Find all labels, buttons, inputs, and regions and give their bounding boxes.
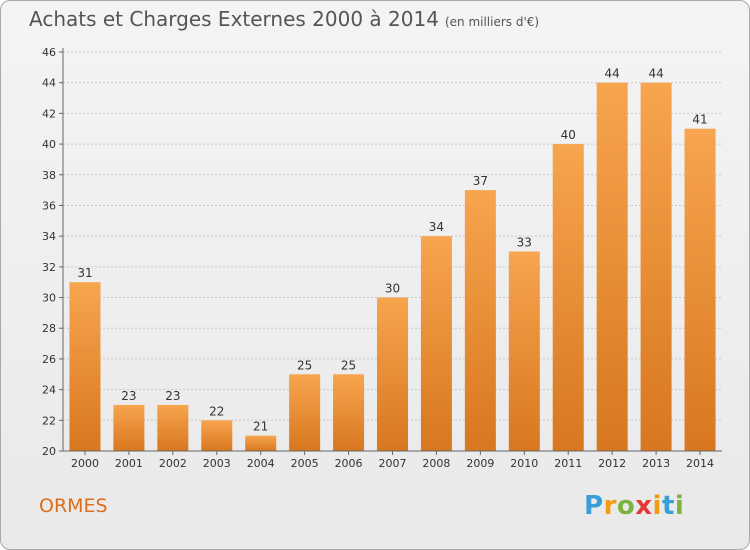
labels: 20 22 24 26 28 30 32 34 36 38 40 42 44 46 31 2000 23 2001…	[42, 46, 714, 470]
y-tick-label: 42	[42, 107, 56, 120]
x-tick-label: 2011	[554, 457, 582, 470]
y-tick-label: 38	[42, 169, 56, 182]
bar	[420, 236, 452, 451]
y-tick-label: 26	[42, 353, 56, 366]
bar	[157, 404, 189, 451]
bar-value-label: 34	[429, 220, 444, 234]
bar-value-label: 23	[121, 389, 136, 403]
x-tick-label: 2008	[422, 457, 450, 470]
bar	[684, 128, 716, 451]
x-tick-label: 2002	[159, 457, 187, 470]
bar-value-label: 23	[165, 389, 180, 403]
bar-value-label: 25	[297, 358, 312, 372]
bar-value-label: 41	[692, 113, 707, 127]
x-tick-label: 2012	[598, 457, 626, 470]
y-tick-label: 32	[42, 261, 56, 274]
bar-value-label: 25	[341, 358, 356, 372]
bar-value-label: 44	[648, 67, 663, 81]
x-tick-label: 2004	[247, 457, 275, 470]
y-tick-label: 30	[42, 292, 56, 305]
bar	[640, 82, 672, 451]
bar	[289, 374, 321, 451]
x-tick-label: 2013	[642, 457, 670, 470]
x-tick-label: 2005	[291, 457, 319, 470]
y-tick-label: 44	[42, 77, 56, 90]
proxiti-logo: Proxiti	[584, 491, 684, 521]
y-tick-label: 20	[42, 445, 56, 458]
bar	[552, 144, 584, 452]
y-tick-label: 24	[42, 384, 56, 397]
bar	[201, 420, 233, 451]
y-tick-label: 34	[42, 230, 56, 243]
bar-value-label: 30	[385, 282, 400, 296]
logo-letter: i	[652, 491, 662, 521]
bars	[69, 82, 716, 452]
bar-value-label: 31	[77, 266, 92, 280]
bar-value-label: 37	[473, 174, 488, 188]
bar	[69, 282, 101, 451]
x-tick-label: 2003	[203, 457, 231, 470]
bar	[377, 297, 408, 451]
chart-title: Achats et Charges Externes 2000 à 2014 (e…	[29, 7, 539, 31]
bar	[245, 435, 277, 451]
logo-letter: P	[584, 491, 604, 521]
bar-value-label: 33	[517, 236, 532, 250]
x-tick-label: 2006	[335, 457, 363, 470]
chart-subtitle: (en milliers d'€)	[444, 15, 540, 29]
bar	[333, 374, 365, 451]
x-tick-label: 2014	[686, 457, 714, 470]
axes	[59, 48, 722, 455]
logo-letter: r	[603, 491, 617, 521]
bar	[508, 251, 540, 451]
y-tick-label: 22	[42, 414, 56, 427]
bar	[596, 82, 628, 451]
commune-name: ORMES	[39, 495, 108, 517]
bar-value-label: 44	[605, 67, 620, 81]
x-tick-label: 2007	[379, 457, 407, 470]
bar	[464, 190, 496, 451]
bar-value-label: 40	[561, 128, 576, 142]
bar-value-label: 22	[209, 404, 224, 418]
y-tick-label: 36	[42, 199, 56, 212]
x-tick-label: 2001	[115, 457, 143, 470]
logo-letter: t	[661, 491, 675, 521]
logo-letter: o	[616, 491, 636, 521]
logo-letter: i	[674, 491, 685, 521]
x-tick-label: 2009	[466, 457, 494, 470]
y-tick-label: 40	[42, 138, 56, 151]
x-tick-label: 2010	[510, 457, 538, 470]
y-tick-label: 28	[42, 322, 56, 335]
logo-letter: x	[635, 491, 653, 521]
chart-title-text: Achats et Charges Externes 2000 à 2014	[29, 7, 439, 31]
bar-value-label: 21	[253, 420, 268, 434]
x-tick-label: 2000	[71, 457, 99, 470]
y-tick-label: 46	[42, 46, 56, 59]
bar	[113, 404, 145, 451]
